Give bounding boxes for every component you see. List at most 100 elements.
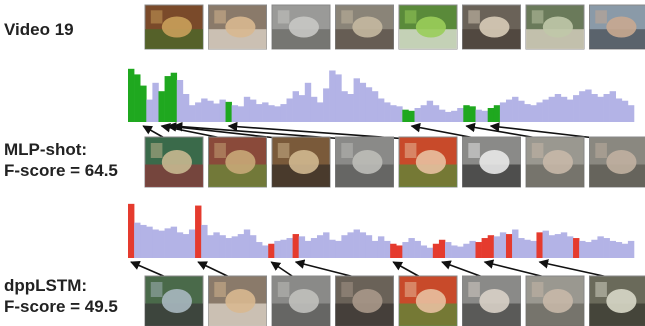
- mlp-bar: [310, 238, 318, 258]
- mlp-bar: [329, 239, 336, 258]
- mlp-shot-method-name: MLP-shot:: [4, 140, 88, 159]
- mlp-bar: [365, 235, 373, 258]
- gt-bar: [341, 91, 348, 122]
- mlp-bar: [231, 236, 239, 258]
- gt-bar: [426, 100, 434, 122]
- gt-bar: [152, 82, 159, 122]
- frame-thumbnail-coffee-cup: [462, 4, 521, 50]
- mlp-bar: [530, 240, 537, 258]
- dpplstm-fscore: F-score = 49.5: [4, 297, 118, 316]
- mlp-bar: [566, 236, 574, 258]
- video-title: Video 19: [4, 20, 74, 39]
- gt-bar: [481, 110, 488, 122]
- mlp-bar: [469, 240, 476, 258]
- gt-bar: [256, 104, 263, 122]
- mlp-bar: [335, 240, 342, 258]
- mlp-bar: [237, 234, 245, 258]
- mlp-bar-selected: [432, 243, 440, 258]
- gt-bar: [445, 111, 452, 122]
- mlp-bar: [298, 236, 306, 258]
- mlp-bar: [457, 246, 464, 258]
- gt-bar: [335, 74, 342, 122]
- mlp-bar: [420, 245, 428, 258]
- gt-bar: [420, 105, 428, 122]
- mlp-shot-arrows: [130, 259, 613, 279]
- mlp-bar: [347, 232, 354, 258]
- mlp-bar-selected: [396, 245, 403, 258]
- mlp-bar: [603, 238, 610, 258]
- mlp-bar: [316, 235, 324, 258]
- gt-bar: [573, 95, 580, 122]
- gt-bar: [432, 105, 440, 122]
- gt-bar: [182, 94, 190, 122]
- frame-thumbnail-plaza: [271, 275, 331, 326]
- mlp-bar: [621, 243, 629, 258]
- gt-bar-selected: [158, 91, 165, 122]
- mlp-bar: [371, 240, 379, 258]
- gt-bar: [560, 96, 568, 122]
- gt-bar: [188, 105, 196, 122]
- mlp-bar: [597, 236, 604, 258]
- gt-bar: [146, 99, 153, 122]
- gt-bar: [591, 94, 598, 122]
- gt-bar: [176, 80, 184, 122]
- gt-bar: [548, 96, 556, 122]
- gt-bar: [384, 102, 391, 122]
- gt-bar: [536, 102, 543, 122]
- mlp-bar: [323, 232, 330, 258]
- frame-thumbnail-hand-ground: [589, 136, 645, 188]
- gt-bar: [347, 94, 354, 122]
- selection-arrow: [392, 261, 423, 279]
- mlp-bar: [560, 232, 568, 258]
- gt-bar: [597, 96, 604, 122]
- mlp-bar-selected: [475, 242, 482, 258]
- selection-arrow: [197, 261, 232, 279]
- gt-bar: [353, 78, 360, 122]
- gt-bar: [304, 82, 312, 122]
- mlp-bar-selected: [573, 238, 580, 258]
- gt-bar: [243, 96, 251, 122]
- mlp-bar: [408, 238, 415, 258]
- gt-bar: [475, 109, 482, 122]
- gt-bar: [268, 105, 275, 122]
- frame-thumbnail-grass-lawn: [398, 4, 458, 50]
- frame-thumbnail-salad-bowl: [398, 136, 458, 188]
- frame-thumbnail-market-fruit-stand: [144, 4, 204, 50]
- mlp-bar-selected: [487, 235, 495, 258]
- frame-thumbnail-pigeons-closeup: [335, 4, 394, 50]
- mlp-bar: [353, 229, 360, 258]
- mlp-bar: [304, 240, 312, 258]
- gt-bar: [530, 105, 537, 122]
- ground-truth-importance-chart: [128, 68, 635, 122]
- mlp-shot-frames-row: [144, 136, 645, 188]
- frame-thumbnail-fruit-stand: [208, 136, 267, 188]
- mlp-bar: [341, 235, 348, 258]
- dpplstm-frames-row: [144, 275, 645, 326]
- gt-bar: [505, 99, 513, 122]
- mlp-bar: [627, 240, 635, 258]
- gt-bar: [292, 91, 299, 122]
- gt-bar: [390, 105, 397, 122]
- mlp-bar: [512, 229, 519, 258]
- gt-bar-selected: [164, 76, 171, 122]
- frame-thumbnail-hand-cup: [462, 136, 521, 188]
- gt-bar: [621, 100, 629, 122]
- gt-bar: [298, 95, 306, 122]
- mlp-bar-selected: [438, 239, 446, 258]
- gt-bar: [237, 106, 245, 122]
- mlp-bar: [146, 226, 153, 258]
- gt-bar-selected: [469, 106, 476, 122]
- frame-thumbnail-salad: [398, 275, 458, 326]
- mlp-bar-selected: [536, 232, 543, 258]
- gt-bar-selected: [128, 68, 135, 122]
- mlp-bar: [384, 240, 391, 258]
- gt-bar: [329, 70, 336, 122]
- frame-thumbnail-street-storefront: [144, 275, 204, 326]
- gt-bar-selected: [408, 110, 415, 122]
- mlp-bar: [182, 234, 190, 258]
- gt-bar: [457, 108, 464, 122]
- gt-bar: [554, 94, 562, 122]
- selection-arrow: [538, 259, 613, 279]
- gt-bar: [396, 106, 403, 122]
- mlp-bar: [451, 245, 458, 258]
